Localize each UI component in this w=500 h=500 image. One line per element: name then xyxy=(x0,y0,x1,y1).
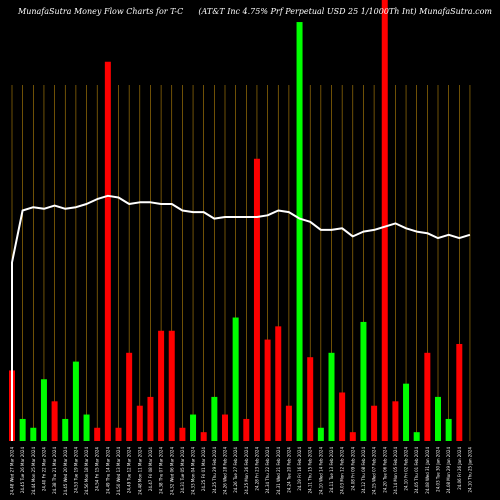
money-flow-bar xyxy=(126,352,133,441)
money-flow-bar xyxy=(222,414,228,441)
money-flow-bar xyxy=(424,352,431,441)
header-right-text: (AT&T Inc 4.75% Prf Perpetual USD 25 1/1… xyxy=(198,7,492,16)
money-flow-bar xyxy=(243,418,250,441)
x-tick-label: 24.06 Fri 26 Jan 2024 xyxy=(457,447,462,490)
x-tick-label: 24.40 Fri 22 Mar 2024 xyxy=(41,447,46,492)
money-flow-bar xyxy=(30,427,37,441)
money-flow-bar xyxy=(253,158,260,441)
x-tick-label: 24.28 Fri 23 Feb 2024 xyxy=(254,447,259,491)
money-flow-bar xyxy=(371,405,378,441)
x-tick-layer: 24.48 Wed 27 Mar 2024 24.45 Tue 26 Mar 20… xyxy=(10,447,473,496)
x-tick-label: 24.38 Thu 21 Mar 2024 xyxy=(52,447,57,494)
money-flow-bar xyxy=(104,61,111,442)
x-tick-label: 24.45 Tue 26 Mar 2024 xyxy=(20,447,25,494)
money-flow-bar xyxy=(168,330,175,441)
money-flow-bar xyxy=(392,401,399,441)
money-flow-bar xyxy=(317,427,324,441)
money-flow-bar xyxy=(381,0,388,441)
x-tick-label: 24.08 Fri 09 Feb 2024 xyxy=(350,447,355,491)
price-line-layer xyxy=(11,194,471,441)
money-flow-bar xyxy=(211,396,218,441)
money-flow-bar xyxy=(403,383,410,441)
x-tick-label: 24.08 Mon 29 Jan 2024 xyxy=(446,447,451,494)
money-flow-bar xyxy=(158,330,165,441)
x-tick-label: 24.15 Wed 07 Feb 2024 xyxy=(372,447,377,495)
x-tick-label: 24.14 Mon 05 Feb 2024 xyxy=(393,447,398,495)
x-tick-label: 24.25 Thu 29 Feb 2024 xyxy=(212,447,217,494)
x-tick-label: 24.50 Wed 13 Mar 2024 xyxy=(116,447,121,496)
x-tick-label: 24.11 Thu 15 Feb 2024 xyxy=(308,447,313,494)
money-flow-bar xyxy=(445,418,452,441)
x-tick-label: 24.33 Mon 04 Mar 2024 xyxy=(191,447,196,495)
money-flow-bar xyxy=(72,361,79,441)
money-flow-bar xyxy=(190,414,197,441)
x-tick-label: 24.12 Thu 08 Feb 2024 xyxy=(361,447,366,494)
x-tick-label: 24.45 Wed 20 Mar 2024 xyxy=(63,447,68,496)
x-tick-label: 24.25 Fri 01 Mar 2024 xyxy=(201,447,206,492)
x-tick-label: 24.05 Thu 01 Feb 2024 xyxy=(414,447,419,494)
money-flow-bar xyxy=(349,432,356,441)
x-tick-label: 24.20 Tue 06 Feb 2024 xyxy=(382,447,387,493)
x-tick-label: 24.48 Wed 27 Mar 2024 xyxy=(10,447,15,496)
x-tick-label: 24.08 Wed 31 Jan 2024 xyxy=(425,447,430,494)
x-tick-label: 24.10 Fri 02 Feb 2024 xyxy=(404,447,409,491)
x-tick-label: 24.44 Mon 25 Mar 2024 xyxy=(31,447,36,495)
money-flow-bar xyxy=(275,326,282,441)
header-left-text: MunafaSutra Money Flow Charts for T-C xyxy=(17,7,183,16)
x-tick-label: 24.10 Wed 14 Feb 2024 xyxy=(318,447,323,495)
money-flow-bar xyxy=(456,343,463,441)
x-tick-label: 24.54 Fri 15 Mar 2024 xyxy=(95,447,100,492)
x-tick-label: 24.26 Wed 28 Feb 2024 xyxy=(223,447,228,495)
price-line xyxy=(11,194,471,441)
money-flow-bar xyxy=(285,405,292,441)
money-flow-bar xyxy=(307,357,314,441)
money-flow-bar xyxy=(296,22,303,442)
x-tick-label: 24.47 Fri 08 Mar 2024 xyxy=(148,447,153,492)
x-tick-label: 24.32 Wed 06 Mar 2024 xyxy=(169,447,174,496)
x-tick-label: 24.10 Thu 25 Jan 2024 xyxy=(467,447,472,493)
bar-layer xyxy=(9,0,463,442)
x-tick-label: 24.31 Wed 21 Feb 2024 xyxy=(276,447,281,495)
money-flow-bar xyxy=(413,432,420,441)
money-flow-bar xyxy=(264,339,271,441)
x-tick-label: 24.19 Fri 16 Feb 2024 xyxy=(297,447,302,491)
money-flow-bar xyxy=(115,427,122,441)
x-tick-label: 24.49 Thu 14 Mar 2024 xyxy=(105,447,110,494)
money-flow-bar xyxy=(51,401,58,441)
money-flow-bar xyxy=(200,432,207,441)
x-tick-label: 24.48 Mon 11 Mar 2024 xyxy=(137,447,142,495)
x-tick-label: 24.38 Thu 07 Mar 2024 xyxy=(159,447,164,494)
money-flow-bar xyxy=(147,396,154,441)
money-flow-bar xyxy=(328,352,335,441)
x-tick-label: 24.26 Tue 27 Feb 2024 xyxy=(233,447,238,493)
money-flow-bar xyxy=(339,392,346,441)
x-tick-label: 24.34 Thu 22 Feb 2024 xyxy=(265,447,270,494)
x-tick-label: 24.11 Tue 13 Feb 2024 xyxy=(329,447,334,493)
x-tick-label: 24.53 Tue 19 Mar 2024 xyxy=(73,447,78,494)
money-flow-bar xyxy=(179,427,186,441)
x-tick-label: 24.03 Mon 12 Feb 2024 xyxy=(340,447,345,495)
money-flow-bar xyxy=(435,396,441,441)
money-flow-bar xyxy=(19,418,26,441)
money-flow-bar xyxy=(83,414,90,441)
x-tick-label: 24.56 Mon 18 Mar 2024 xyxy=(84,447,89,495)
money-flow-bar xyxy=(136,405,143,441)
money-flow-bar xyxy=(62,418,69,441)
money-flow-bar xyxy=(94,427,101,441)
x-tick-label: 24.24 Tue 20 Feb 2024 xyxy=(286,447,291,493)
money-flow-bar xyxy=(360,321,367,441)
x-tick-label: 24.25 Mon 26 Feb 2024 xyxy=(244,447,249,495)
x-tick-label: 24.49 Tue 12 Mar 2024 xyxy=(127,447,132,494)
money-flow-bar xyxy=(232,317,239,441)
x-tick-label: 24.31 Tue 05 Mar 2024 xyxy=(180,447,185,494)
x-tick-label: 24.03 Tue 30 Jan 2024 xyxy=(436,447,441,492)
money-flow-bar xyxy=(40,379,47,441)
